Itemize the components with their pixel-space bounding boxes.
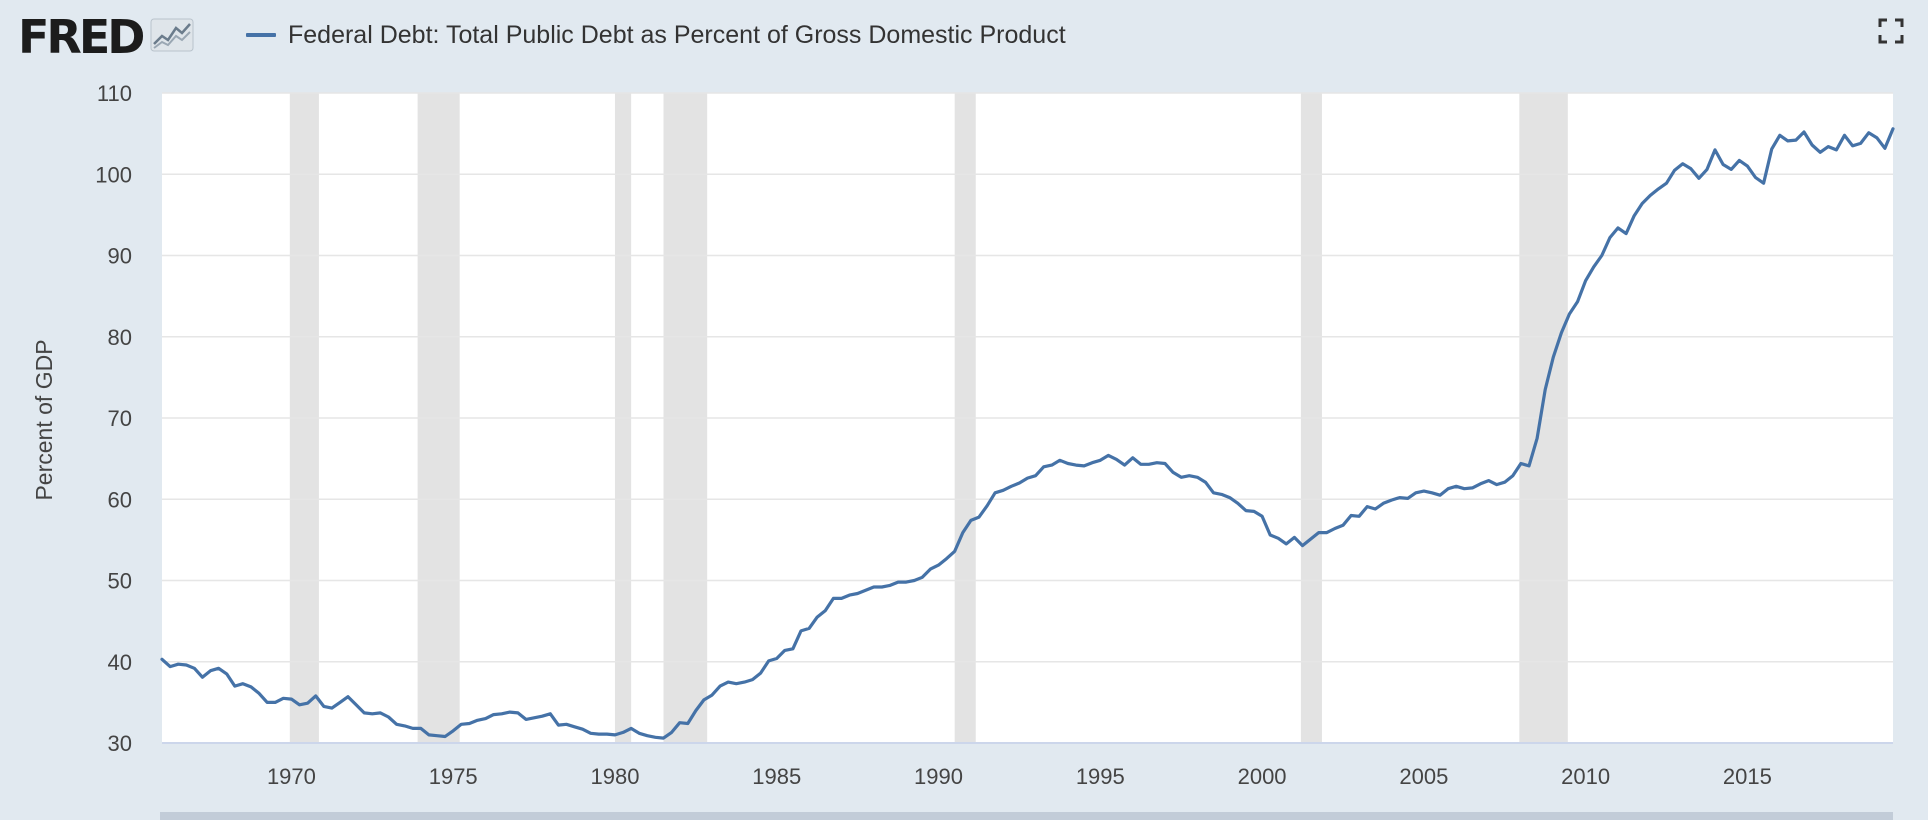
y-tick-label: 60 <box>108 487 132 512</box>
series-line[interactable] <box>160 127 1895 740</box>
legend-series-label: Federal Debt: Total Public Debt as Perce… <box>288 20 1066 49</box>
grid-lines <box>162 92 1893 663</box>
x-tick-label: 2000 <box>1238 764 1287 789</box>
navigator-scrollbar[interactable] <box>160 812 1893 820</box>
y-tick-label: 90 <box>108 244 132 269</box>
series-layer <box>160 127 1895 740</box>
y-axis-title: Percent of GDP <box>31 339 57 500</box>
x-tick-label: 1990 <box>914 764 963 789</box>
x-tick-label: 1980 <box>590 764 639 789</box>
y-tick-label: 30 <box>108 731 132 756</box>
x-tick-label: 1985 <box>752 764 801 789</box>
x-axis: 1970 1975 1980 1985 1990 1995 2000 2005 2010 2015 <box>162 742 1893 789</box>
x-tick-label: 2015 <box>1723 764 1772 789</box>
y-tick-label: 40 <box>108 650 132 675</box>
y-axis: 30 40 50 60 70 80 90 100 110 <box>95 81 132 756</box>
chart-header: FRED Federal Debt: Total Public Debt as … <box>0 0 1928 75</box>
x-tick-label: 1995 <box>1076 764 1125 789</box>
fred-logo-text: FRED <box>18 10 145 64</box>
chart-legend[interactable]: Federal Debt: Total Public Debt as Perce… <box>246 18 1066 52</box>
x-tick-label: 1970 <box>267 764 316 789</box>
y-tick-label: 110 <box>97 81 132 106</box>
fred-logo[interactable]: FRED <box>18 12 194 62</box>
x-tick-label: 2010 <box>1561 764 1610 789</box>
x-tick-label: 2005 <box>1399 764 1448 789</box>
y-tick-label: 80 <box>108 325 132 350</box>
line-chart-icon <box>150 18 194 57</box>
fullscreen-button[interactable] <box>1876 16 1906 46</box>
y-tick-label: 50 <box>108 569 132 594</box>
y-tick-label: 100 <box>95 162 132 187</box>
y-tick-label: 70 <box>108 406 132 431</box>
legend-swatch <box>246 33 276 37</box>
x-tick-label: 1975 <box>429 764 478 789</box>
fullscreen-icon <box>1878 18 1904 44</box>
